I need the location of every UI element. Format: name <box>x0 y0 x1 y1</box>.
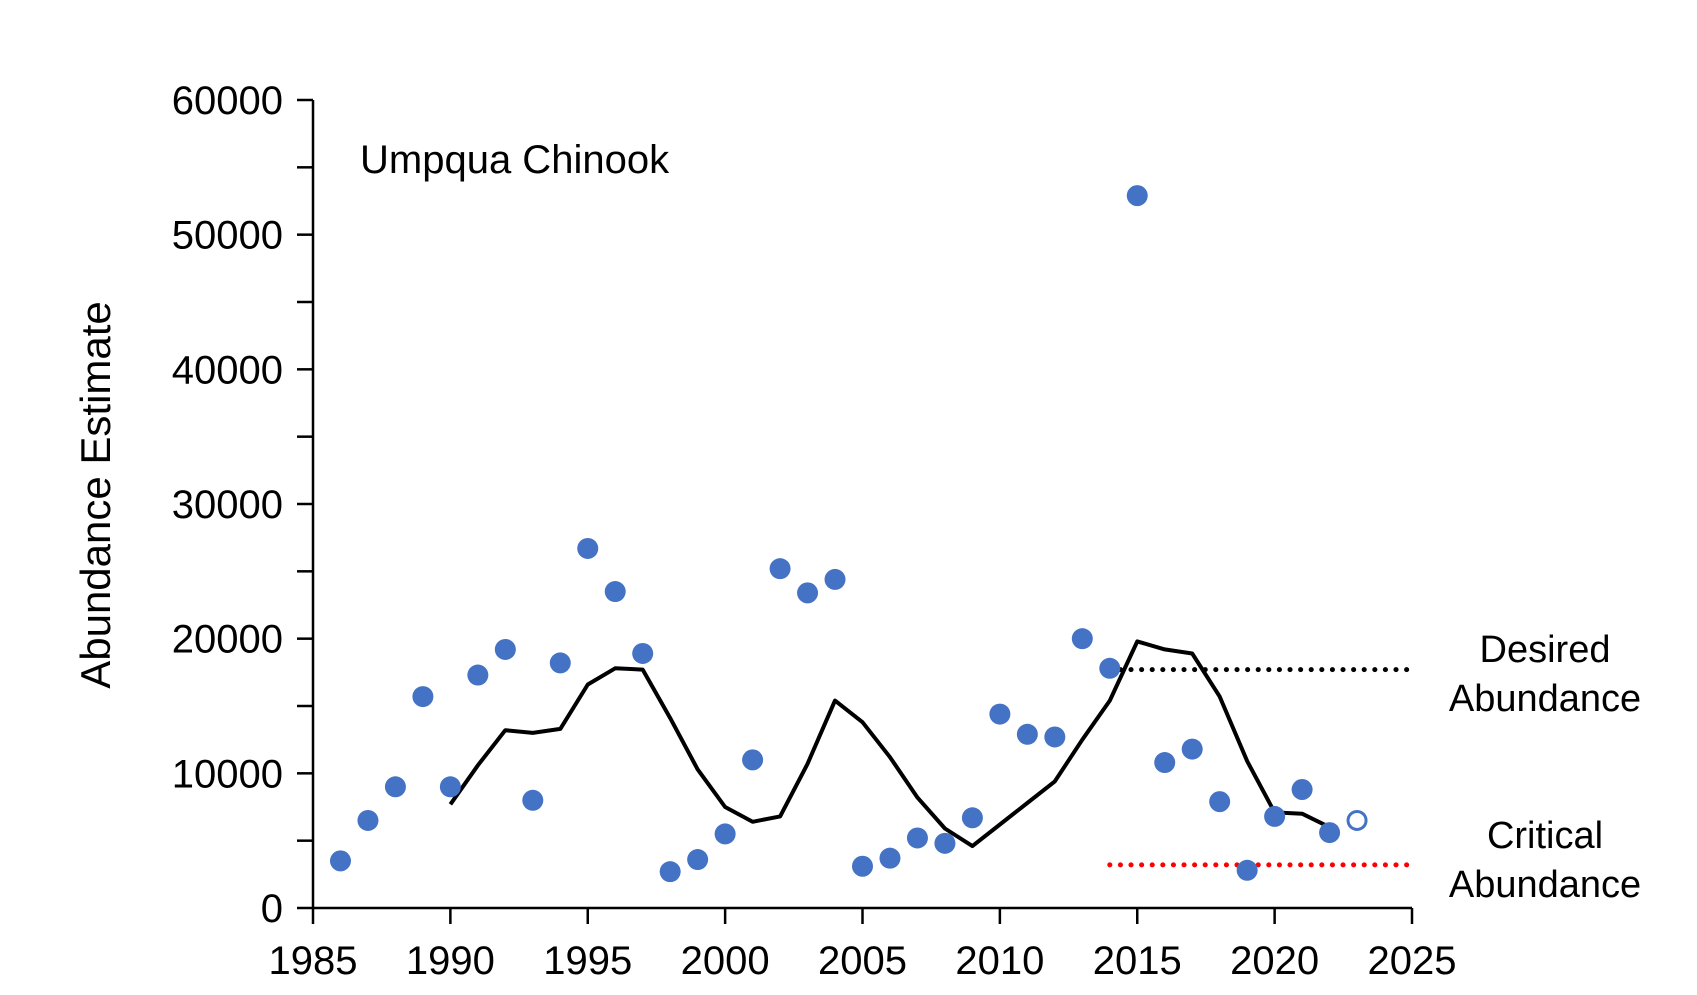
data-point <box>632 642 654 664</box>
data-point <box>549 652 571 674</box>
data-point <box>1071 628 1093 650</box>
y-axis-title: Abundance Estimate <box>72 301 119 689</box>
critical-abundance-label: Critical <box>1487 815 1603 857</box>
abundance-points <box>329 185 1368 883</box>
data-point <box>329 850 351 872</box>
y-tick-label: 40000 <box>172 348 283 392</box>
data-point <box>1264 805 1286 827</box>
data-point <box>1319 822 1341 844</box>
y-tick-label: 0 <box>261 887 283 931</box>
data-point <box>1236 859 1258 881</box>
data-point <box>879 847 901 869</box>
data-point <box>412 686 434 708</box>
data-point <box>1291 778 1313 800</box>
desired-abundance-label: Abundance <box>1449 678 1641 720</box>
data-point <box>659 861 681 883</box>
y-tick-label: 30000 <box>172 483 283 527</box>
x-tick-label: 2000 <box>681 939 770 983</box>
data-point <box>439 776 461 798</box>
x-tick-label: 2025 <box>1368 939 1457 983</box>
data-point <box>357 809 379 831</box>
data-point <box>1154 752 1176 774</box>
data-point <box>1209 791 1231 813</box>
data-point <box>1016 723 1038 745</box>
data-point <box>824 568 846 590</box>
y-tick-label: 10000 <box>172 752 283 796</box>
axes <box>297 98 1414 924</box>
desired-abundance-label: Desired <box>1480 629 1611 671</box>
data-point <box>742 749 764 771</box>
data-point <box>494 638 516 660</box>
reference-labels: Desired Abundance Critical Abundance <box>1449 629 1641 906</box>
data-point <box>1099 657 1121 679</box>
chart-title: Umpqua Chinook <box>360 138 670 182</box>
data-point <box>714 823 736 845</box>
moving-average-line <box>448 639 1331 849</box>
data-point <box>522 789 544 811</box>
x-tick-label: 1985 <box>269 939 358 983</box>
data-point <box>467 664 489 686</box>
data-point <box>797 582 819 604</box>
data-point <box>961 807 983 829</box>
x-tick-label: 2015 <box>1093 939 1182 983</box>
y-tick-label: 60000 <box>172 79 283 123</box>
y-tick-label: 20000 <box>172 618 283 662</box>
data-point <box>687 849 709 871</box>
data-point <box>384 776 406 798</box>
data-point <box>577 537 599 559</box>
data-point <box>1181 738 1203 760</box>
x-tick-label: 2020 <box>1230 939 1319 983</box>
data-point <box>1044 726 1066 748</box>
x-tick-label: 1995 <box>543 939 632 983</box>
data-point <box>604 581 626 603</box>
moving-average-series <box>448 639 1331 849</box>
x-tick-label: 2010 <box>955 939 1044 983</box>
data-point <box>1126 185 1148 207</box>
y-tick-label: 50000 <box>172 214 283 258</box>
tick-labels: 0 10000 20000 30000 40000 50000 60000 1985 1990 1… <box>172 79 1457 983</box>
data-point <box>852 855 873 877</box>
data-point <box>934 832 956 854</box>
x-tick-label: 1990 <box>406 939 495 983</box>
data-point <box>906 827 928 849</box>
x-tick-label: 2005 <box>818 939 907 983</box>
reference-lines <box>1107 667 1415 868</box>
critical-abundance-label: Abundance <box>1449 864 1641 906</box>
data-point <box>769 558 791 580</box>
preliminary-data-point <box>1346 809 1368 831</box>
data-point <box>989 703 1011 725</box>
